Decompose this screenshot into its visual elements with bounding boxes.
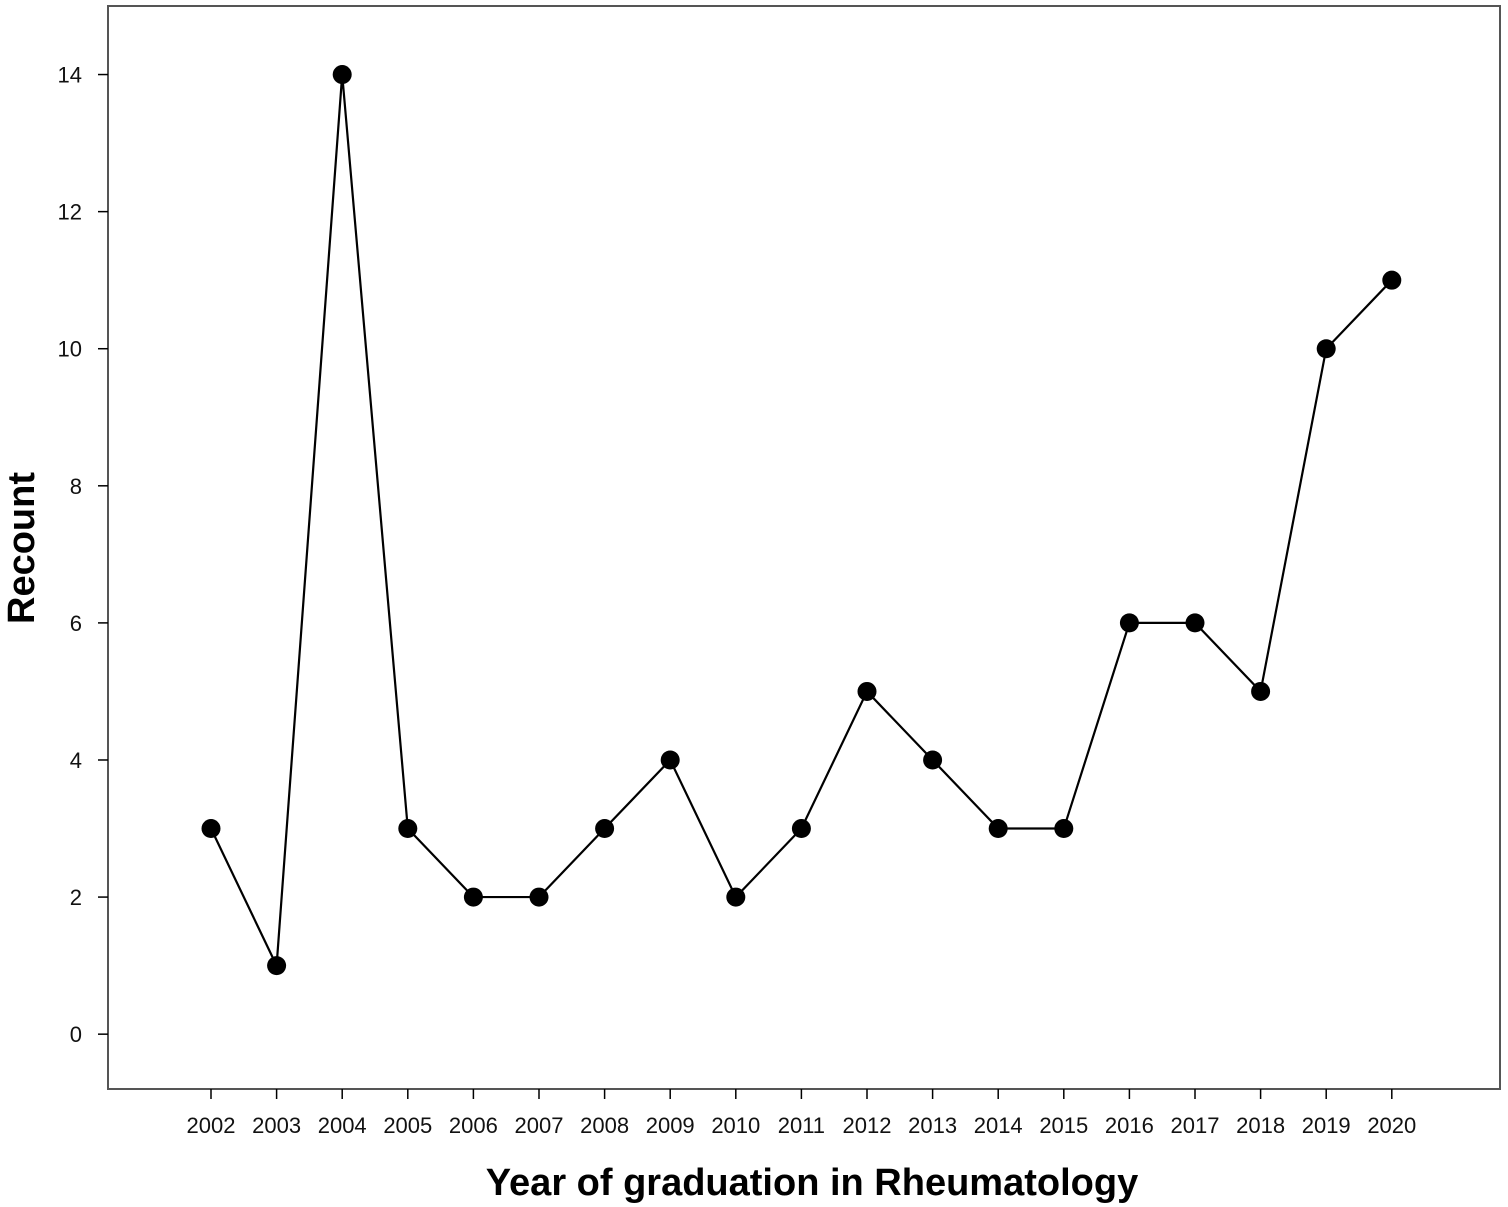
data-point <box>1251 681 1271 701</box>
x-tick-label: 2014 <box>974 1113 1023 1138</box>
x-tick-label: 2012 <box>843 1113 892 1138</box>
x-tick-label: 2008 <box>580 1113 629 1138</box>
y-tick-label: 6 <box>70 611 82 636</box>
data-point <box>1185 613 1205 633</box>
x-tick-label: 2003 <box>252 1113 301 1138</box>
data-point <box>791 819 811 839</box>
x-tick-label: 2006 <box>449 1113 498 1138</box>
y-tick-label: 0 <box>70 1022 82 1047</box>
x-tick-label: 2005 <box>383 1113 432 1138</box>
y-tick-label: 12 <box>58 200 82 225</box>
data-point <box>660 750 680 770</box>
data-point <box>332 65 352 85</box>
plot-frame <box>107 5 1501 1090</box>
y-tick-label: 4 <box>70 748 82 773</box>
x-tick-label: 2009 <box>646 1113 695 1138</box>
data-point <box>529 887 549 907</box>
data-point <box>857 681 877 701</box>
x-tick-label: 2002 <box>187 1113 236 1138</box>
data-point <box>267 956 287 976</box>
x-tick-label: 2011 <box>778 1113 825 1138</box>
x-tick-label: 2004 <box>318 1113 367 1138</box>
x-tick-label: 2010 <box>711 1113 760 1138</box>
data-point <box>923 750 943 770</box>
x-tick-label: 2017 <box>1171 1113 1220 1138</box>
data-point <box>398 819 418 839</box>
data-point <box>201 819 221 839</box>
data-point <box>1119 613 1139 633</box>
data-point <box>1316 339 1336 359</box>
x-axis-title: Year of graduation in Rheumatology <box>486 1162 1138 1204</box>
y-tick-label: 8 <box>70 474 82 499</box>
data-point <box>595 819 615 839</box>
x-tick-label: 2015 <box>1039 1113 1088 1138</box>
y-tick-label: 2 <box>70 885 82 910</box>
x-tick-label: 2016 <box>1105 1113 1154 1138</box>
data-point <box>726 887 746 907</box>
x-tick-label: 2013 <box>908 1113 957 1138</box>
x-axis: 2002 2003 2004 2005 2006 2007 2008 2009 2010 2011… <box>187 1089 1416 1138</box>
y-tick-label: 10 <box>58 337 82 362</box>
data-point <box>463 887 483 907</box>
data-point <box>988 819 1008 839</box>
y-tick-label: 14 <box>58 63 82 88</box>
y-axis-title: Recount <box>1 472 43 624</box>
data-point <box>1054 819 1074 839</box>
x-tick-label: 2020 <box>1367 1113 1416 1138</box>
x-tick-label: 2019 <box>1302 1113 1351 1138</box>
y-axis: 0 2 4 6 8 10 12 14 <box>58 63 108 1047</box>
x-tick-label: 2007 <box>515 1113 564 1138</box>
data-series <box>201 65 1402 976</box>
x-tick-label: 2018 <box>1236 1113 1285 1138</box>
data-point <box>1382 270 1402 290</box>
